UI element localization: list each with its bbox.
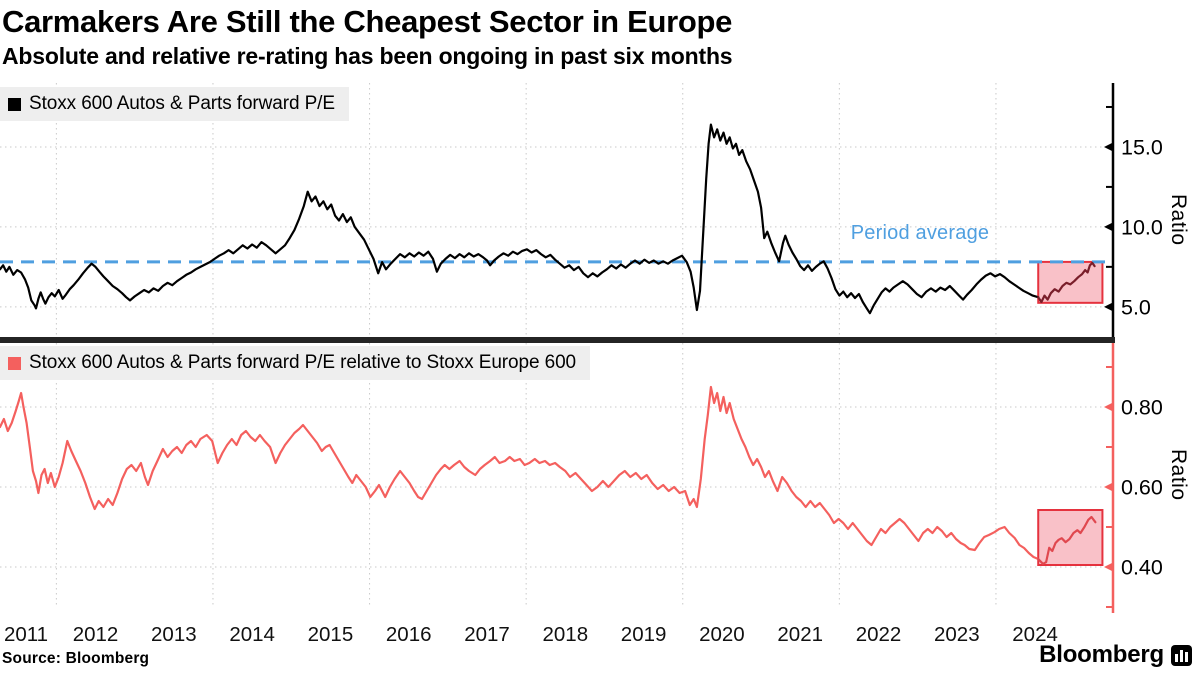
- chart-title: Carmakers Are Still the Cheapest Sector …: [2, 4, 733, 39]
- red-square-legend-marker: [8, 356, 21, 370]
- legend-forward-pe-label: Stoxx 600 Autos & Parts forward P/E: [29, 93, 335, 114]
- legend-forward-pe: Stoxx 600 Autos & Parts forward P/E: [0, 87, 349, 121]
- year-label: 2024: [1012, 623, 1058, 646]
- source-note: Source: Bloomberg: [2, 650, 150, 667]
- legend-relative-pe-label: Stoxx 600 Autos & Parts forward P/E rela…: [29, 352, 577, 373]
- bloomberg-logo-text: Bloomberg: [1039, 641, 1164, 668]
- year-label: 2017: [464, 623, 510, 646]
- chart-subtitle: Absolute and relative re-rating has been…: [2, 43, 733, 69]
- year-label: 2021: [777, 623, 823, 646]
- y-tick-label: 0.60: [1121, 476, 1163, 500]
- black-square-legend-marker: [8, 97, 21, 111]
- y-tick-label: 5.0: [1121, 295, 1151, 319]
- y-major-tick: [1104, 302, 1113, 312]
- year-label: 2015: [308, 623, 354, 646]
- year-label: 2013: [151, 623, 197, 646]
- forward-pe-line: [0, 123, 1040, 315]
- year-label: 2020: [699, 623, 745, 646]
- year-label: 2011: [4, 623, 48, 646]
- panel-divider: [0, 337, 1115, 343]
- y-major-tick: [1104, 402, 1113, 412]
- y-major-tick: [1104, 142, 1113, 152]
- y-axis-title-top: Ratio: [1167, 194, 1190, 246]
- bloomberg-logo: Bloomberg: [1039, 641, 1192, 669]
- y-major-tick: [1104, 562, 1113, 572]
- relative-pe-line-recent: [1037, 515, 1097, 565]
- y-tick-label: 10.0: [1121, 215, 1163, 239]
- y-tick-label: 0.80: [1121, 396, 1163, 420]
- year-label: 2016: [386, 623, 432, 646]
- bloomberg-terminal-icon: [1171, 644, 1192, 666]
- year-label: 2019: [621, 623, 667, 646]
- y-axis-title-bottom: Ratio: [1167, 449, 1190, 501]
- year-label: 2022: [856, 623, 902, 646]
- year-label: 2018: [543, 623, 589, 646]
- year-label: 2012: [73, 623, 119, 646]
- y-major-tick: [1104, 482, 1113, 492]
- y-tick-label: 0.40: [1121, 556, 1163, 580]
- period-average-annotation: Period average: [850, 222, 990, 244]
- relative-pe-line: [0, 385, 1040, 561]
- y-tick-label: 15.0: [1121, 135, 1163, 159]
- year-label: 2014: [229, 623, 275, 646]
- y-major-tick: [1104, 222, 1113, 232]
- forward-pe-line-recent: [1037, 261, 1096, 304]
- legend-relative-pe: Stoxx 600 Autos & Parts forward P/E rela…: [0, 346, 591, 380]
- year-label: 2023: [934, 623, 980, 646]
